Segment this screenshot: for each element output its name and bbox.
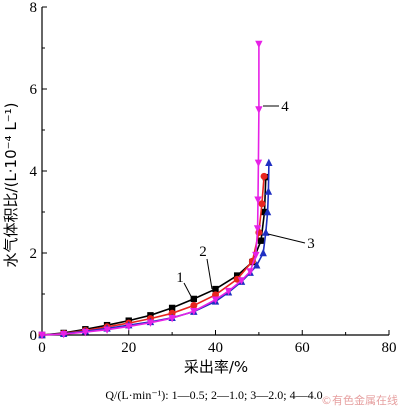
data-point — [168, 314, 176, 323]
data-point — [224, 287, 233, 296]
data-point — [38, 331, 46, 340]
data-point — [103, 326, 111, 334]
data-point — [261, 208, 268, 216]
data-point — [253, 261, 261, 269]
x-tick-label: 0 — [38, 340, 46, 356]
ticks: 0 20 40 60 80 0 2 4 6 8 — [30, 0, 397, 356]
data-point — [190, 295, 198, 303]
data-point — [168, 304, 176, 312]
data-point — [262, 228, 270, 236]
x-tick-label: 40 — [208, 340, 223, 356]
data-point — [265, 158, 273, 166]
data-point — [212, 285, 219, 293]
curve-label: 4 — [281, 99, 289, 115]
data-point — [246, 268, 254, 276]
curve-label: 1 — [176, 270, 184, 286]
data-point — [252, 251, 260, 260]
y-tick-label: 0 — [30, 328, 38, 344]
data-point — [237, 277, 246, 285]
data-point — [211, 296, 220, 304]
y-tick-label: 4 — [30, 164, 38, 180]
series-line — [41, 43, 260, 336]
data-point — [81, 328, 90, 337]
series-layer — [38, 40, 273, 340]
y-tick-label: 2 — [30, 246, 38, 262]
data-point — [260, 172, 268, 180]
x-tick-label: 20 — [121, 340, 136, 356]
data-point — [253, 225, 262, 233]
series-4 — [38, 40, 263, 340]
axes — [41, 7, 389, 336]
data-point — [190, 308, 198, 316]
x-axis-title: 采出率/% — [184, 358, 248, 376]
data-point — [255, 106, 263, 114]
data-point — [190, 301, 198, 309]
data-point — [59, 330, 68, 339]
series-line — [41, 162, 270, 336]
curve-label: 3 — [307, 236, 315, 252]
series-3 — [38, 158, 273, 339]
curve-label: 2 — [199, 244, 207, 260]
data-point — [257, 237, 265, 244]
curve-labels: 12 3 4 — [176, 99, 315, 301]
data-point — [258, 200, 266, 208]
y-tick-label: 8 — [30, 0, 38, 16]
x-tick-label: 60 — [295, 340, 310, 356]
series-line — [41, 176, 265, 336]
data-point — [125, 323, 133, 331]
data-point — [233, 272, 241, 279]
series-1 — [38, 173, 270, 339]
y-tick-label: 6 — [30, 82, 38, 98]
data-point — [146, 319, 155, 327]
curve-label-leader — [183, 282, 194, 301]
x-tick-label: 80 — [382, 340, 397, 356]
y-axis-title: 水气体积比/(L·10⁻⁴ L⁻¹) — [2, 103, 20, 268]
data-point — [264, 187, 273, 195]
data-point — [263, 207, 272, 216]
curve-label-leader — [206, 258, 213, 290]
curve-label-leader — [267, 233, 306, 244]
watermark: ©有色金属在线 — [321, 393, 398, 407]
data-point — [254, 159, 263, 167]
data-point — [259, 248, 267, 257]
data-point — [254, 196, 262, 204]
series-line — [41, 177, 267, 336]
legend-caption: Q/(L·min⁻¹): 1—0.5; 2—1.0; 3—2.0; 4—4.0 — [105, 388, 322, 402]
data-point — [255, 40, 263, 49]
